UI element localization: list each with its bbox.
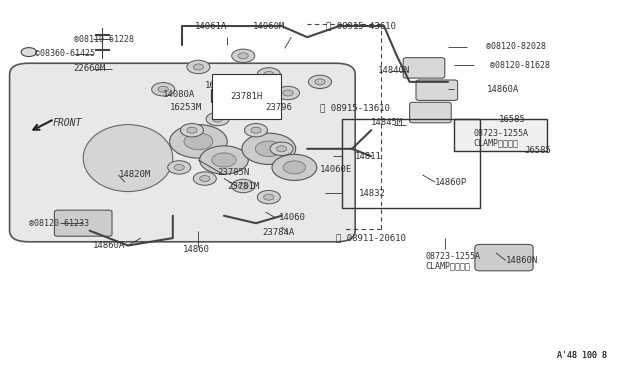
FancyBboxPatch shape [475, 244, 533, 271]
Circle shape [184, 133, 212, 150]
Bar [454, 119, 547, 151]
Circle shape [283, 90, 293, 96]
Circle shape [212, 153, 236, 167]
Text: CLAMPクランプ: CLAMPクランプ [426, 262, 470, 270]
Circle shape [308, 75, 332, 89]
Circle shape [200, 176, 210, 182]
Circle shape [206, 112, 229, 126]
Text: 23796: 23796 [266, 103, 292, 112]
FancyBboxPatch shape [416, 80, 458, 100]
Text: 14811: 14811 [355, 152, 382, 161]
Circle shape [276, 146, 287, 152]
Circle shape [193, 64, 204, 70]
Circle shape [255, 141, 282, 157]
FancyBboxPatch shape [410, 102, 451, 123]
Text: 14060E: 14060E [320, 165, 352, 174]
Circle shape [158, 86, 168, 92]
Text: 16250N: 16250N [205, 81, 237, 90]
Circle shape [270, 142, 293, 155]
Circle shape [264, 71, 274, 77]
Text: J6585: J6585 [525, 146, 552, 155]
Text: 14860A: 14860A [486, 85, 518, 94]
Text: 23781M: 23781M [227, 182, 259, 190]
Text: Ⓝ 08911-20610: Ⓝ 08911-20610 [336, 234, 406, 243]
Circle shape [242, 133, 296, 164]
Text: 14860N: 14860N [506, 256, 538, 265]
Text: 08723-1255A: 08723-1255A [426, 252, 481, 261]
Ellipse shape [83, 125, 173, 192]
Text: CLAMPクランプ: CLAMPクランプ [474, 139, 518, 148]
Text: 14080A: 14080A [163, 90, 195, 99]
Circle shape [21, 48, 36, 57]
Circle shape [315, 79, 325, 85]
Text: A'48 100 8: A'48 100 8 [557, 351, 607, 360]
Circle shape [180, 124, 204, 137]
Circle shape [244, 124, 268, 137]
Text: 14820M: 14820M [118, 170, 150, 179]
Text: 22660M: 22660M [74, 64, 106, 73]
Circle shape [257, 190, 280, 204]
Circle shape [193, 172, 216, 185]
FancyBboxPatch shape [54, 210, 112, 236]
Text: 14061A: 14061A [195, 22, 227, 31]
Circle shape [170, 125, 227, 158]
Circle shape [257, 68, 280, 81]
Circle shape [152, 83, 175, 96]
Bar [211, 89, 275, 102]
Circle shape [232, 49, 255, 62]
Circle shape [284, 161, 306, 174]
Text: FRONT: FRONT [52, 118, 82, 128]
Text: ®08120-82028: ®08120-82028 [486, 42, 547, 51]
Circle shape [238, 183, 248, 189]
Circle shape [251, 127, 261, 133]
Text: Ⓝ 08915-43610: Ⓝ 08915-43610 [326, 22, 396, 31]
Circle shape [187, 127, 197, 133]
Text: A'48 100 8: A'48 100 8 [557, 351, 607, 360]
Text: 16253M: 16253M [170, 103, 202, 112]
Text: ®08110-61228: ®08110-61228 [74, 35, 134, 44]
Circle shape [232, 179, 255, 193]
Circle shape [238, 53, 248, 59]
Text: 14860A: 14860A [93, 241, 125, 250]
Circle shape [212, 116, 223, 122]
FancyBboxPatch shape [403, 58, 445, 78]
Text: ®08120-61233: ®08120-61233 [29, 219, 89, 228]
Text: 23784A: 23784A [262, 228, 294, 237]
Text: 23781H: 23781H [230, 92, 262, 101]
Text: 14832: 14832 [358, 189, 385, 198]
Text: Ⓝ 08915-13610: Ⓝ 08915-13610 [320, 103, 390, 112]
Bar [342, 119, 480, 208]
Circle shape [272, 154, 317, 180]
Text: 14860P: 14860P [435, 178, 467, 187]
Text: 23785N: 23785N [218, 169, 250, 177]
Circle shape [168, 161, 191, 174]
Circle shape [187, 60, 210, 74]
Text: ©08360-61425: ©08360-61425 [35, 49, 95, 58]
Text: ®08120-81628: ®08120-81628 [490, 61, 550, 70]
FancyBboxPatch shape [10, 63, 355, 242]
Text: 14060M: 14060M [253, 22, 285, 31]
Circle shape [264, 194, 274, 200]
Circle shape [276, 86, 300, 100]
Circle shape [200, 146, 248, 174]
Text: 16585: 16585 [499, 115, 526, 124]
Text: 14845M: 14845M [371, 118, 403, 127]
Text: 14060: 14060 [278, 213, 305, 222]
Text: 08723-1255A: 08723-1255A [474, 129, 529, 138]
Text: 14860: 14860 [182, 245, 209, 254]
Circle shape [174, 164, 184, 170]
Text: 14840N: 14840N [378, 66, 410, 75]
